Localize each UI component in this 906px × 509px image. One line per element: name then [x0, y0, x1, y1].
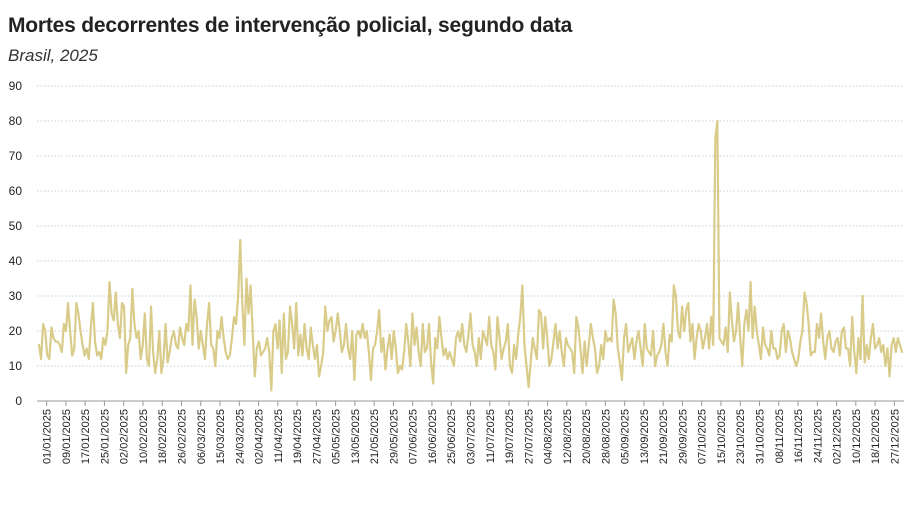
x-tick-label: 28/08/2025: [600, 409, 612, 464]
x-tick-label: 07/06/2025: [408, 409, 420, 464]
x-tick-label: 24/11/2025: [812, 409, 824, 463]
y-tick-label: 30: [9, 289, 23, 303]
x-tick-label: 03/07/2025: [466, 409, 478, 464]
x-tick-label: 13/09/2025: [639, 409, 651, 464]
series-line: [37, 119, 904, 392]
x-tick-label: 29/05/2025: [388, 409, 400, 464]
x-tick-label: 21/05/2025: [369, 409, 381, 464]
x-tick-label: 01/01/2025: [42, 409, 54, 464]
x-tick-label: 29/09/2025: [677, 409, 689, 464]
y-tick-label: 40: [9, 254, 23, 268]
x-tick-label: 27/12/2025: [889, 409, 901, 464]
series-layer: [37, 119, 904, 392]
y-tick-label: 80: [9, 114, 23, 128]
x-tick-label: 31/10/2025: [755, 409, 767, 464]
x-tick-label: 09/01/2025: [61, 409, 73, 464]
x-tick-label: 02/02/2025: [119, 409, 131, 464]
x-tick-label: 16/06/2025: [427, 409, 439, 464]
y-tick-label: 10: [9, 359, 23, 373]
y-tick-label: 70: [9, 149, 23, 163]
x-tick-label: 26/02/2025: [177, 409, 189, 464]
x-tick-label: 24/03/2025: [234, 409, 246, 464]
x-tick-label: 18/12/2025: [870, 409, 882, 464]
x-tick-label: 07/10/2025: [697, 409, 709, 464]
x-tick-label: 25/01/2025: [99, 409, 111, 464]
x-tick-label: 08/11/2025: [774, 409, 786, 463]
x-tick-label: 27/04/2025: [311, 409, 323, 464]
y-tick-label: 90: [9, 79, 23, 93]
x-tick-label: 19/07/2025: [504, 409, 516, 464]
x-tick-label: 25/06/2025: [446, 409, 458, 464]
chart-subtitle: Brasil, 2025: [8, 46, 98, 65]
x-tick-label: 02/12/2025: [832, 409, 844, 464]
x-tick-label: 21/09/2025: [658, 409, 670, 464]
x-tick-label: 23/10/2025: [735, 409, 747, 464]
x-tick-label: 15/10/2025: [716, 409, 728, 464]
x-tick-label: 19/04/2025: [292, 409, 304, 464]
x-tick-label: 04/08/2025: [543, 409, 555, 464]
x-tick-label: 11/04/2025: [273, 409, 285, 463]
x-tick-label: 10/12/2025: [851, 409, 863, 464]
x-tick-label: 16/11/2025: [793, 409, 805, 463]
x-tick-label: 06/03/2025: [196, 409, 208, 464]
x-axis: 01/01/2025 09/01/2025 17/01/2025 25/01/2025…: [37, 400, 904, 464]
x-tick-label: 20/08/2025: [581, 409, 593, 464]
x-tick-label: 11/07/2025: [485, 409, 497, 463]
x-tick-label: 17/01/2025: [80, 409, 92, 464]
y-tick-label: 0: [15, 394, 22, 408]
x-tick-label: 15/03/2025: [215, 409, 227, 464]
x-tick-label: 27/07/2025: [523, 409, 535, 464]
x-tick-label: 02/04/2025: [254, 409, 266, 464]
x-tick-label: 10/02/2025: [138, 409, 150, 464]
chart-title: Mortes decorrentes de intervenção polici…: [8, 14, 573, 37]
x-tick-label: 05/05/2025: [331, 409, 343, 464]
x-tick-label: 05/09/2025: [620, 409, 632, 464]
y-tick-label: 50: [9, 219, 23, 233]
x-tick-label: 18/02/2025: [157, 409, 169, 464]
y-tick-label: 60: [9, 184, 23, 198]
y-tick-label: 20: [9, 324, 23, 338]
x-tick-label: 12/08/2025: [562, 409, 574, 464]
x-tick-label: 13/05/2025: [350, 409, 362, 464]
y-axis: 0 10 20 30 40 50 60 70 80 90: [9, 79, 23, 408]
